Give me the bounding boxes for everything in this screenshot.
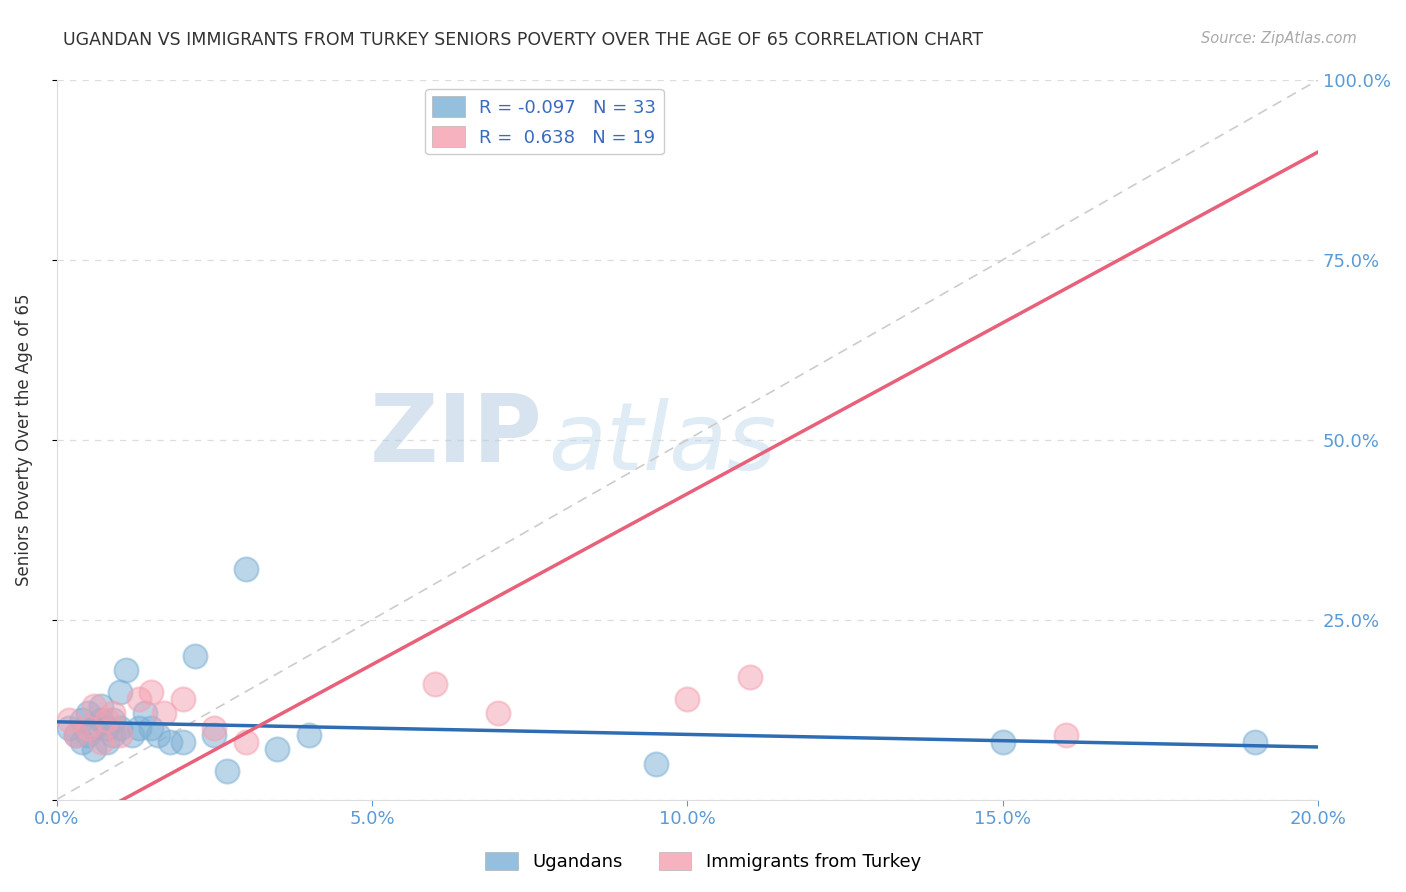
Point (65, 728, 87, 742)
Point (172, 691, 194, 706)
Point (90, 714, 112, 728)
Point (235, 562, 257, 576)
Point (70, 735, 93, 749)
Point (202, 728, 225, 742)
Point (676, 691, 699, 706)
Y-axis label: Seniors Poverty Over the Age of 65: Seniors Poverty Over the Age of 65 (15, 293, 32, 586)
Point (128, 721, 150, 735)
Point (96, 714, 118, 728)
Point (740, 670, 762, 684)
Point (90, 698, 112, 713)
Point (1244, 735, 1267, 749)
Text: atlas: atlas (548, 398, 778, 489)
Legend: R = -0.097   N = 33, R =  0.638   N = 19: R = -0.097 N = 33, R = 0.638 N = 19 (425, 89, 664, 154)
Point (77, 728, 100, 742)
Point (146, 728, 169, 742)
Point (58, 714, 80, 728)
Point (115, 663, 138, 677)
Point (298, 728, 321, 742)
Point (77, 706, 100, 721)
Point (423, 677, 446, 691)
Text: UGANDAN VS IMMIGRANTS FROM TURKEY SENIORS POVERTY OVER THE AGE OF 65 CORRELATION: UGANDAN VS IMMIGRANTS FROM TURKEY SENIOR… (63, 31, 983, 49)
Point (108, 721, 131, 735)
Point (235, 735, 257, 749)
Text: ZIP: ZIP (370, 390, 543, 483)
Point (215, 764, 238, 778)
Point (103, 714, 125, 728)
Point (202, 721, 225, 735)
Legend: Ugandans, Immigrants from Turkey: Ugandans, Immigrants from Turkey (478, 845, 928, 879)
Point (77, 721, 100, 735)
Point (266, 742, 288, 756)
Point (141, 721, 163, 735)
Point (121, 728, 143, 742)
Point (65, 728, 87, 742)
Point (108, 728, 131, 742)
Point (159, 735, 181, 749)
Point (83, 742, 105, 756)
Point (90, 735, 112, 749)
Point (1054, 728, 1077, 742)
Point (58, 721, 80, 735)
Point (96, 721, 118, 735)
Point (486, 706, 509, 721)
Point (172, 735, 194, 749)
Point (83, 721, 105, 735)
Point (184, 648, 207, 663)
Point (134, 706, 156, 721)
Point (991, 735, 1014, 749)
Point (108, 684, 131, 698)
Point (70, 714, 93, 728)
Point (103, 728, 125, 742)
Point (153, 706, 176, 721)
Point (644, 756, 666, 771)
Point (141, 684, 163, 698)
Point (96, 735, 118, 749)
Text: Source: ZipAtlas.com: Source: ZipAtlas.com (1201, 31, 1357, 46)
Point (128, 691, 150, 706)
Point (103, 706, 125, 721)
Point (83, 698, 105, 713)
